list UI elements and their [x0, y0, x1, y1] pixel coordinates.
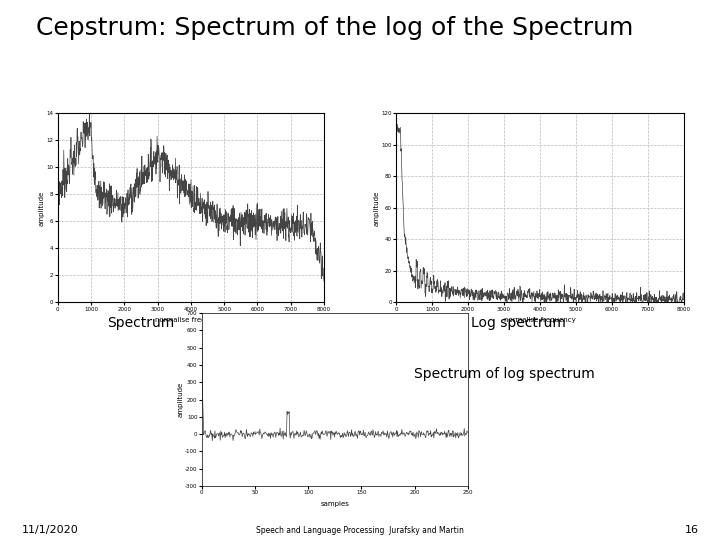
X-axis label: samples: samples [320, 501, 349, 507]
Text: 16: 16 [685, 524, 698, 535]
Text: Speech and Language Processing  Jurafsky and Martin: Speech and Language Processing Jurafsky … [256, 525, 464, 535]
Text: Spectrum: Spectrum [107, 316, 174, 330]
X-axis label: normalise frequency: normalise frequency [504, 317, 576, 323]
Text: Cepstrum: Spectrum of the log of the Spectrum: Cepstrum: Spectrum of the log of the Spe… [36, 16, 634, 40]
Y-axis label: amplitude: amplitude [374, 190, 380, 226]
X-axis label: normalise frequency: normalise frequency [155, 317, 227, 323]
Y-axis label: amplitude: amplitude [39, 190, 45, 226]
Text: 11/1/2020: 11/1/2020 [22, 524, 78, 535]
Text: Spectrum of log spectrum: Spectrum of log spectrum [413, 367, 595, 381]
Text: Log spectrum: Log spectrum [471, 316, 566, 330]
Y-axis label: amplitude: amplitude [178, 382, 184, 417]
